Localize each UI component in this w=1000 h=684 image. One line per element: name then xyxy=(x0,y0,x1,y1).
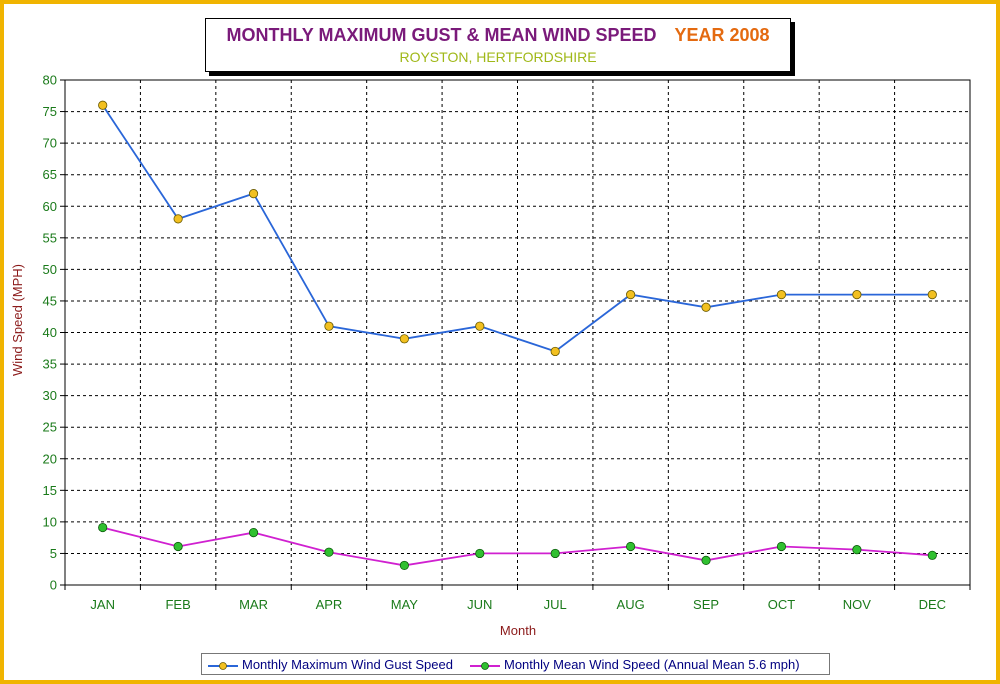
data-point-gust xyxy=(173,214,183,224)
data-point-gust xyxy=(701,302,711,312)
x-tick-label: JUL xyxy=(544,597,567,612)
data-point-mean xyxy=(399,560,409,571)
x-tick-label: OCT xyxy=(768,597,796,612)
data-point-gust xyxy=(852,290,862,300)
y-axis-title: Wind Speed (MPH) xyxy=(10,264,25,376)
legend-item-gust: Monthly Maximum Wind Gust Speed xyxy=(208,656,453,674)
data-point-mean xyxy=(324,547,334,557)
plot-area-border xyxy=(64,79,971,586)
legend-gust-label: Monthly Maximum Wind Gust Speed xyxy=(242,657,453,672)
y-tick-label: 25 xyxy=(43,420,57,435)
chart-title: MONTHLY MAXIMUM GUST & MEAN WIND SPEED xyxy=(226,25,657,45)
y-tick-label: 40 xyxy=(43,325,57,340)
data-point-mean xyxy=(852,545,862,555)
y-tick-labels: 0 5 10 15 20 25 30 35 40 45 50 55 60 65 70 75 80 xyxy=(43,73,57,593)
x-tick-label: MAR xyxy=(239,597,268,612)
y-tick-label: 80 xyxy=(43,73,57,88)
x-tick-label: APR xyxy=(316,597,343,612)
y-tick-label: 55 xyxy=(43,230,57,245)
series-gust xyxy=(98,100,937,357)
x-tick-label: MAY xyxy=(391,597,419,612)
x-tick-label: DEC xyxy=(919,597,946,612)
data-point-gust xyxy=(98,100,108,110)
grid-layer xyxy=(65,79,970,585)
legend-mean-label: Monthly Mean Wind Speed (Annual Mean 5.6… xyxy=(504,657,800,672)
chart-subtitle: ROYSTON, HERTFORDSHIRE xyxy=(399,49,597,65)
x-tick-label: JUN xyxy=(467,597,492,612)
data-point-mean xyxy=(248,528,259,538)
x-tick-label: FEB xyxy=(165,597,190,612)
chart-title-box: MONTHLY MAXIMUM GUST & MEAN WIND SPEED YE… xyxy=(205,18,791,72)
axis-layer xyxy=(60,79,971,590)
chart-title-line: MONTHLY MAXIMUM GUST & MEAN WIND SPEED YE… xyxy=(206,25,790,46)
data-point-gust xyxy=(324,321,334,331)
data-point-gust xyxy=(927,290,937,300)
y-tick-label: 20 xyxy=(43,451,57,466)
data-point-gust xyxy=(626,290,636,300)
data-point-mean xyxy=(173,541,183,552)
chart-title-year: YEAR 2008 xyxy=(674,25,770,45)
legend-item-mean: Monthly Mean Wind Speed (Annual Mean 5.6… xyxy=(470,656,800,674)
y-tick-label: 75 xyxy=(43,104,57,119)
data-point-mean xyxy=(475,548,485,559)
data-point-mean xyxy=(98,522,108,533)
y-tick-label: 70 xyxy=(43,136,57,151)
y-tick-label: 10 xyxy=(43,514,57,529)
y-tick-label: 0 xyxy=(50,578,57,593)
y-tick-label: 5 xyxy=(50,546,57,561)
y-tick-label: 35 xyxy=(43,357,57,372)
series-line-mean xyxy=(102,526,933,567)
data-point-gust xyxy=(550,346,560,357)
x-tick-label: JAN xyxy=(90,597,115,612)
y-tick-label: 65 xyxy=(43,167,57,182)
y-tick-label: 15 xyxy=(43,483,57,498)
data-point-mean xyxy=(701,555,711,565)
data-point-gust xyxy=(776,290,787,300)
y-tick-label: 50 xyxy=(43,262,57,277)
y-tick-label: 45 xyxy=(43,293,57,308)
legend-mean-swatch-icon xyxy=(470,661,500,670)
data-point-mean xyxy=(776,541,787,552)
series-mean xyxy=(98,522,937,571)
data-point-mean xyxy=(927,550,937,560)
data-point-mean xyxy=(626,541,636,552)
y-tick-label: 60 xyxy=(43,199,57,214)
x-tick-labels: JAN FEB MAR APR MAY JUN JUL AUG SEP OCT NOV DEC xyxy=(90,597,946,612)
data-point-gust xyxy=(475,321,485,331)
legend-gust-swatch-icon xyxy=(208,661,238,670)
data-point-mean xyxy=(550,548,560,559)
chart-legend: Monthly Maximum Wind Gust Speed Monthly … xyxy=(201,653,830,675)
data-point-gust xyxy=(248,189,259,199)
data-point-gust xyxy=(399,334,409,344)
x-axis-title: Month xyxy=(500,623,536,638)
series-layer xyxy=(98,100,937,571)
x-tick-label: AUG xyxy=(617,597,645,612)
y-tick-label: 30 xyxy=(43,388,57,403)
x-tick-label: SEP xyxy=(693,597,719,612)
series-line-gust xyxy=(101,104,933,353)
x-tick-label: NOV xyxy=(843,597,872,612)
